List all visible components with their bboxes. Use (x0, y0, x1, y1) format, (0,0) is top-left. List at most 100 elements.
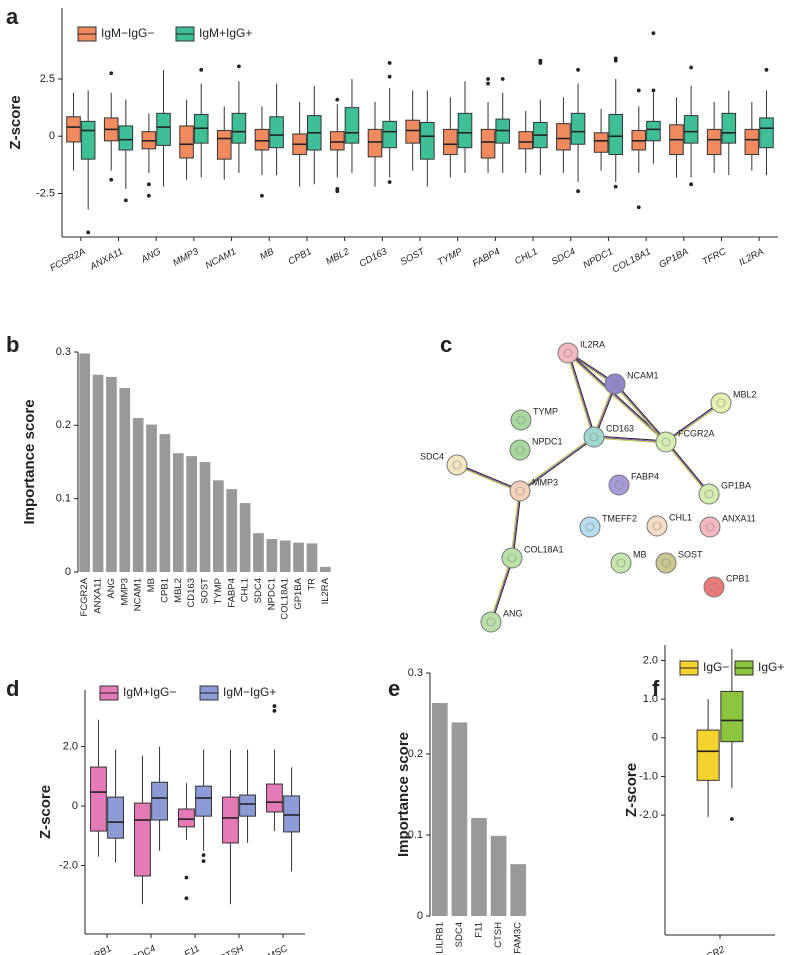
bar (431, 702, 448, 916)
node (480, 611, 502, 633)
node-icon (515, 445, 525, 455)
box (222, 796, 239, 844)
edge (666, 403, 722, 444)
outlier (201, 853, 206, 858)
edge (665, 441, 710, 495)
y-tick-label: 0.2 (408, 748, 423, 760)
edge (567, 352, 667, 443)
x-tick-label: NCAM1 (133, 578, 144, 611)
x-tick-label: LILRB1 (434, 922, 445, 954)
bar (132, 418, 144, 572)
node-label: CHL1 (669, 512, 692, 522)
box (179, 125, 194, 159)
x-tick-label: CHL1 (513, 246, 540, 267)
box (457, 112, 473, 149)
edge (567, 352, 595, 438)
box (696, 729, 720, 781)
node (509, 480, 531, 502)
node-icon (507, 553, 517, 563)
x-tick-label: ANG (106, 578, 117, 599)
y-tick-label: 0.3 (56, 346, 71, 358)
x-tick-label: ANG (139, 246, 163, 266)
box (269, 116, 284, 149)
x-tick-label: FAMSC (256, 943, 290, 955)
edge (519, 436, 595, 492)
outlier (335, 97, 340, 102)
y-tick-label: 2.0 (643, 654, 658, 666)
edge (457, 463, 521, 491)
x-tick-label: MB (146, 578, 157, 592)
x-tick-label: FAM3C (513, 922, 524, 954)
outlier (199, 67, 204, 72)
node-label: GP1BA (721, 480, 751, 490)
outlier (576, 67, 580, 72)
box (231, 112, 247, 144)
outlier (576, 189, 580, 194)
x-tick-label: SDC4 (253, 578, 264, 603)
node-icon (716, 398, 726, 408)
node-icon (661, 558, 671, 568)
node-icon (652, 521, 662, 531)
outlier (184, 875, 189, 880)
bar (226, 489, 238, 572)
x-tick-label: GP1BA (657, 246, 690, 271)
node-icon (589, 432, 599, 442)
node-icon (452, 460, 462, 470)
bar (213, 480, 224, 572)
node-label: FABP4 (631, 471, 659, 481)
panel-letter: e (388, 676, 400, 701)
node-label: NPDC1 (532, 436, 563, 446)
x-tick-label: FABP4 (471, 246, 502, 270)
legend-label: IgM+IgG+ (199, 26, 252, 40)
edge (613, 384, 666, 444)
edge (489, 557, 512, 622)
x-tick-label: SOST (200, 578, 211, 604)
x-tick-label: SDC4 (130, 943, 158, 955)
box (239, 794, 256, 817)
node (510, 409, 532, 431)
box (420, 122, 435, 160)
box (720, 690, 744, 743)
x-tick-label: CD163 (358, 246, 390, 270)
outlier (689, 182, 694, 187)
x-tick-label: CPB1 (286, 246, 313, 267)
outlier (764, 67, 769, 72)
node (655, 552, 677, 574)
legend-label: IgG+ (758, 660, 784, 674)
node (698, 483, 720, 505)
edge (593, 436, 667, 443)
y-tick-label: -2.5 (36, 187, 55, 199)
edge (511, 490, 521, 559)
outlier (636, 205, 641, 210)
node-label: CPB1 (726, 573, 750, 583)
x-tick-label: FABP4 (226, 578, 237, 608)
x-tick-label: ANXA11 (93, 578, 104, 614)
bar (119, 387, 131, 572)
box (330, 131, 345, 151)
node (509, 439, 531, 461)
x-tick-label: FCGR2A (48, 246, 87, 274)
edge (665, 402, 722, 443)
edge (664, 442, 709, 496)
node-label: COL18A1 (524, 544, 564, 554)
box (556, 123, 571, 151)
box (266, 783, 283, 813)
outlier (486, 81, 490, 86)
bar (306, 543, 318, 572)
x-tick-label: CR2 (705, 944, 728, 955)
y-tick-label: 0.1 (408, 829, 423, 841)
box (405, 119, 420, 144)
node (501, 547, 523, 569)
edge (490, 557, 513, 623)
node (699, 516, 721, 538)
panel-letter: f (652, 676, 660, 701)
x-tick-label: SOST (399, 246, 428, 268)
box (134, 802, 151, 877)
outlier (146, 182, 151, 187)
node-label: SOST (678, 549, 703, 559)
panel-letter: b (6, 332, 19, 357)
legend-label: IgM−IgG+ (223, 685, 276, 699)
legend-label: IgM+IgG− (123, 685, 176, 699)
node (710, 392, 732, 414)
box (570, 112, 586, 145)
